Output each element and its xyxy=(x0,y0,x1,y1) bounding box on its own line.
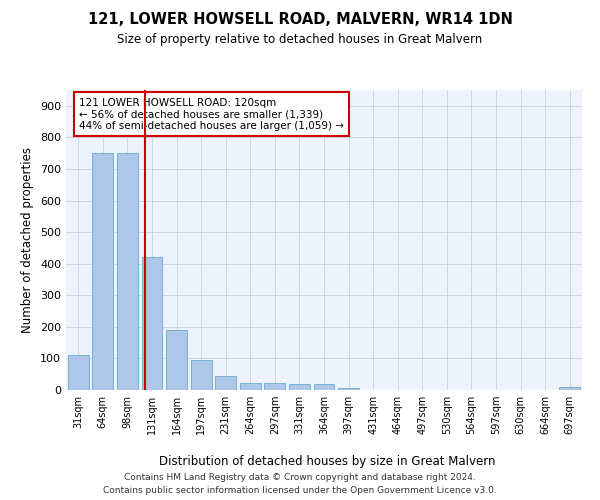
Bar xyxy=(240,383,261,390)
Bar xyxy=(289,384,310,390)
Text: Distribution of detached houses by size in Great Malvern: Distribution of detached houses by size … xyxy=(159,454,495,468)
Bar xyxy=(265,383,286,390)
Bar xyxy=(191,360,212,390)
Bar xyxy=(92,153,113,390)
Text: 121, LOWER HOWSELL ROAD, MALVERN, WR14 1DN: 121, LOWER HOWSELL ROAD, MALVERN, WR14 1… xyxy=(88,12,512,28)
Text: 121 LOWER HOWSELL ROAD: 120sqm
← 56% of detached houses are smaller (1,339)
44% : 121 LOWER HOWSELL ROAD: 120sqm ← 56% of … xyxy=(79,98,344,130)
Bar xyxy=(117,153,138,390)
Bar xyxy=(215,376,236,390)
Bar xyxy=(314,384,334,390)
Bar xyxy=(338,388,359,390)
Bar xyxy=(68,356,89,390)
Y-axis label: Number of detached properties: Number of detached properties xyxy=(22,147,34,333)
Text: Size of property relative to detached houses in Great Malvern: Size of property relative to detached ho… xyxy=(118,32,482,46)
Text: Contains HM Land Registry data © Crown copyright and database right 2024.
Contai: Contains HM Land Registry data © Crown c… xyxy=(103,473,497,495)
Bar xyxy=(559,388,580,390)
Bar xyxy=(166,330,187,390)
Bar xyxy=(142,258,163,390)
